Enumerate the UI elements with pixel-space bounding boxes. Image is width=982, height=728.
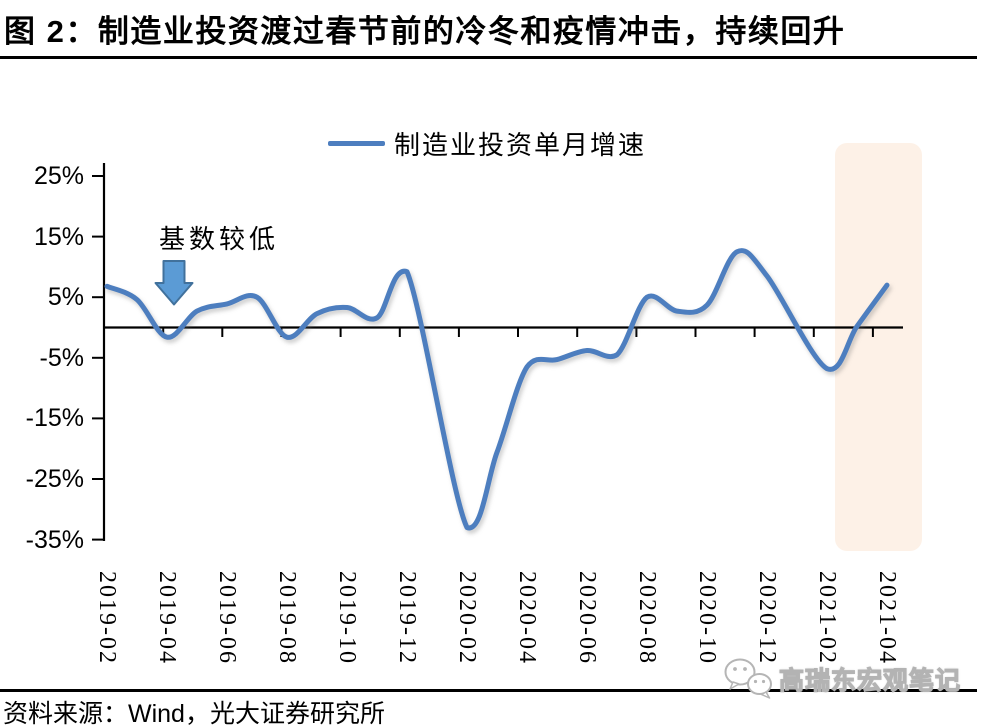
watermark-text: 高瑞东宏观笔记 — [778, 666, 962, 695]
legend-label: 制造业投资单月增速 — [394, 130, 647, 160]
x-axis-label: 2019-04 — [154, 571, 180, 665]
legend: 制造业投资单月增速 — [328, 125, 646, 162]
x-axis-label: 2019-12 — [394, 571, 420, 665]
x-axis-label: 2019-08 — [274, 571, 300, 665]
y-axis-label: -5% — [39, 344, 84, 372]
legend-line-marker — [328, 141, 385, 146]
y-axis-label: 25% — [33, 162, 84, 190]
title-divider — [0, 56, 977, 59]
y-axis-label: 5% — [47, 283, 84, 311]
y-axis-label: -35% — [25, 526, 84, 554]
source-note: 资料来源：Wind，光大证券研究所 — [3, 700, 385, 728]
y-axis-label: 15% — [33, 223, 84, 251]
wechat-icon — [724, 658, 772, 699]
x-axis-label: 2021-02 — [814, 571, 840, 665]
x-axis-label: 2020-04 — [514, 571, 540, 665]
figure-title: 图 2：制造业投资渡过春节前的冷冬和疫情冲击，持续回升 — [4, 14, 846, 49]
x-axis-label: 2020-12 — [754, 571, 780, 665]
down-arrow — [154, 260, 194, 306]
y-axis-label: -25% — [25, 465, 84, 493]
y-axis-label: -15% — [25, 404, 84, 432]
footer-divider — [0, 689, 977, 692]
x-axis-label: 2021-04 — [874, 571, 900, 665]
x-axis-label: 2020-08 — [634, 571, 660, 665]
watermark: 高瑞东宏观笔记 — [722, 656, 961, 702]
x-axis-label: 2020-02 — [454, 571, 480, 665]
highlight-band — [835, 143, 922, 551]
series-line — [104, 248, 890, 531]
x-axis-label: 2020-10 — [694, 571, 720, 665]
x-axis-label: 2020-06 — [574, 571, 600, 665]
x-axis-label: 2019-02 — [94, 571, 120, 665]
annotation-low-base: 基数较低 — [159, 224, 280, 254]
x-axis-label: 2019-06 — [214, 571, 240, 665]
x-axis-label: 2019-10 — [334, 571, 360, 665]
